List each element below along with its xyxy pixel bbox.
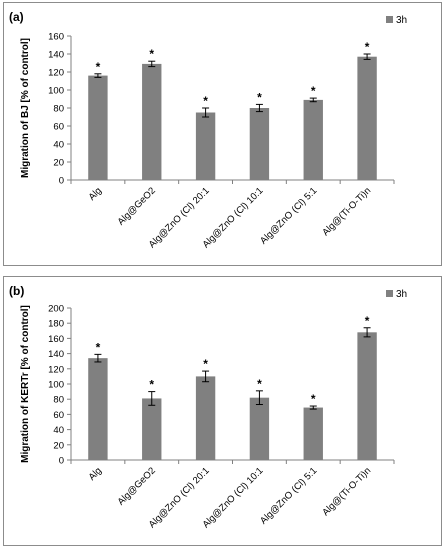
significance-marker: *: [365, 40, 370, 54]
y-tick-label: 80: [53, 395, 64, 406]
significance-marker: *: [203, 357, 208, 371]
significance-marker: *: [257, 90, 262, 104]
x-category-label: Alg@(Ti-O-Ti)n: [320, 465, 373, 518]
y-tick-label: 20: [53, 440, 64, 451]
legend-swatch: [386, 290, 393, 297]
y-axis-label: Migration of BJ [% of control]: [20, 38, 31, 178]
bar: [88, 75, 108, 180]
y-tick-label: 100: [48, 86, 64, 97]
bar: [357, 56, 377, 181]
bar: [88, 358, 108, 460]
significance-marker: *: [149, 378, 154, 392]
y-tick-label: 0: [59, 456, 64, 467]
bar: [303, 99, 323, 180]
significance-marker: *: [311, 84, 316, 98]
significance-marker: *: [365, 314, 370, 328]
legend-label: 3h: [396, 15, 407, 26]
y-tick-label: 40: [53, 425, 64, 436]
bar: [142, 398, 162, 460]
significance-marker: *: [96, 340, 101, 354]
y-tick-label: 20: [53, 158, 64, 169]
y-tick-label: 0: [59, 176, 64, 187]
significance-marker: *: [149, 47, 154, 61]
significance-marker: *: [96, 60, 101, 74]
bar: [142, 63, 162, 180]
chart-a-svg: (a) Migration of BJ [% of control] 0 20 40 60…: [9, 10, 407, 250]
y-tick-label: 60: [53, 410, 64, 421]
bar: [249, 397, 270, 460]
y-tick-label: 120: [48, 68, 64, 79]
x-category-label: Alg@ZnO (Cl) 10:1: [201, 465, 266, 530]
y-tick-label: 140: [48, 349, 64, 360]
x-category-label: Alg@GeO2: [116, 465, 158, 507]
y-tick-label: 160: [48, 32, 64, 43]
x-category-label: Alg@(Ti-O-Ti)n: [320, 185, 373, 238]
bar: [357, 332, 377, 460]
y-tick-label: 60: [53, 122, 64, 133]
legend-label: 3h: [396, 289, 407, 300]
significance-marker: *: [203, 94, 208, 108]
x-category-label: Alg: [87, 465, 104, 482]
y-tick-label: 40: [53, 140, 64, 151]
legend-swatch: [386, 16, 393, 23]
y-tick-label: 100: [48, 380, 64, 391]
chart-b-svg: (b) Migration of KERTr [% of control] 0 20 4…: [9, 284, 407, 530]
y-tick-label: 160: [48, 334, 64, 345]
bar: [195, 376, 216, 460]
chart-panel-a: (a) Migration of BJ [% of control] 0 20 40 60…: [3, 2, 442, 266]
y-tick-label: 80: [53, 104, 64, 115]
y-tick-label: 120: [48, 364, 64, 375]
x-category-label: Alg@ZnO (Cl) 5:1: [258, 185, 319, 246]
significance-marker: *: [257, 377, 262, 391]
bar: [249, 108, 270, 180]
x-category-label: Alg@ZnO (Cl) 10:1: [201, 185, 266, 250]
x-category-label: Alg@GeO2: [116, 185, 158, 227]
x-category-label: Alg@ZnO (Cl) 5:1: [258, 465, 319, 526]
x-category-label: Alg: [87, 185, 104, 202]
bar: [195, 112, 216, 180]
panel-label: (a): [9, 10, 24, 24]
panel-label: (b): [9, 284, 24, 298]
y-tick-label: 140: [48, 50, 64, 61]
significance-marker: *: [311, 392, 316, 406]
y-tick-label: 180: [48, 319, 64, 330]
bar: [303, 407, 323, 460]
chart-panel-b: (b) Migration of KERTr [% of control] 0 20 4…: [3, 276, 442, 546]
y-tick-label: 200: [48, 304, 64, 315]
y-axis-label: Migration of KERTr [% of control]: [20, 305, 31, 463]
